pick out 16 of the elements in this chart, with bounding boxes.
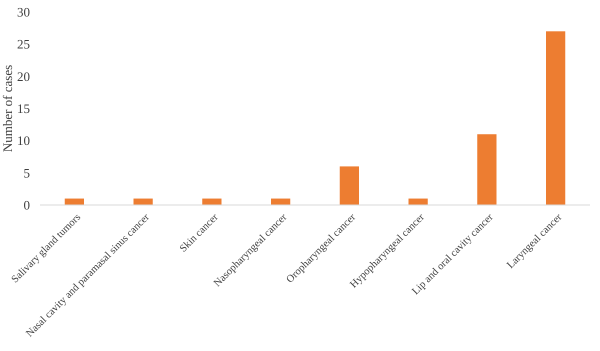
y-tick-label: 10 xyxy=(17,133,30,148)
bar xyxy=(408,198,428,205)
y-tick-label: 30 xyxy=(17,4,30,20)
bar xyxy=(64,198,84,205)
bar xyxy=(340,166,359,205)
bar xyxy=(271,198,290,205)
bar xyxy=(202,198,222,205)
y-tick-label: 0 xyxy=(24,198,30,213)
y-tick-label: 15 xyxy=(17,101,30,116)
y-tick-label: 5 xyxy=(24,165,30,180)
y-tick-label: 20 xyxy=(17,68,30,84)
y-axis-title: Number of cases xyxy=(0,64,15,152)
bar xyxy=(134,198,153,205)
bar xyxy=(477,134,496,205)
bar xyxy=(546,31,566,205)
y-tick-label: 25 xyxy=(17,36,30,52)
